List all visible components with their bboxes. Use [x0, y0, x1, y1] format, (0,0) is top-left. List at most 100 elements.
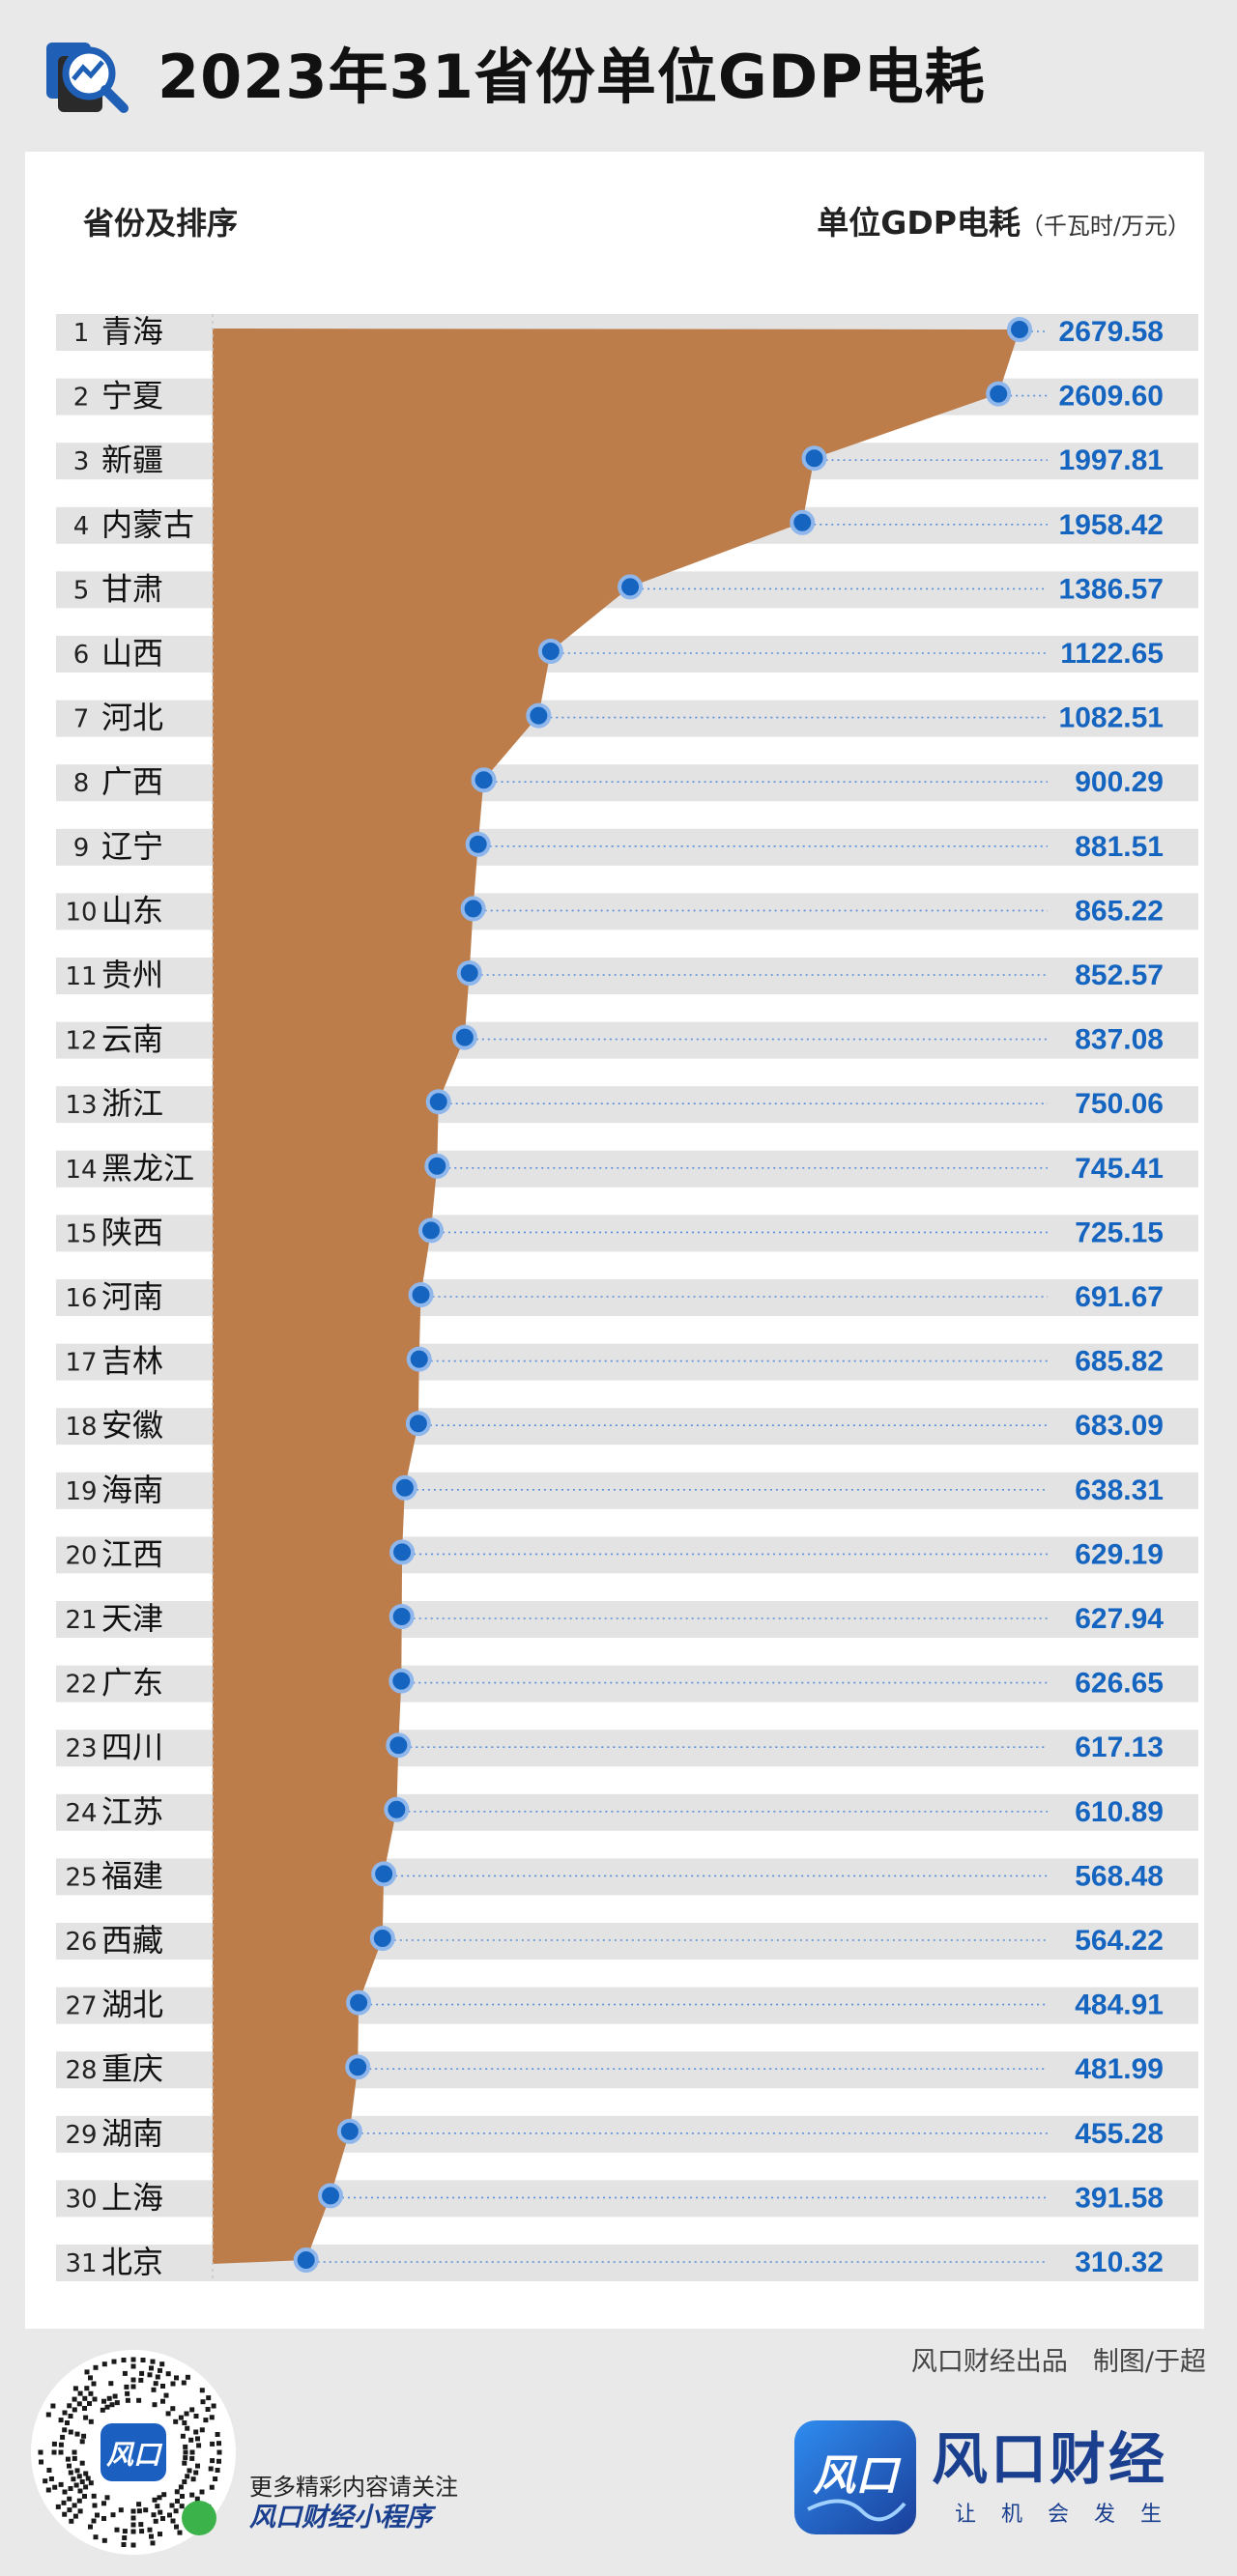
- province-label: 河北: [101, 700, 163, 736]
- qr-dot: [216, 2441, 221, 2447]
- province-label: 山西: [101, 635, 163, 672]
- province-label: 云南: [101, 1021, 163, 1058]
- qr-code: 风口: [31, 2350, 236, 2555]
- qr-dot: [180, 2433, 186, 2439]
- province-label: 广西: [101, 763, 163, 800]
- rank-label: 18: [65, 1413, 97, 1442]
- rank-label: 13: [65, 1091, 97, 1120]
- rank-label: 25: [65, 1863, 97, 1892]
- province-label: 贵州: [101, 957, 163, 993]
- value-label: 627.94: [1075, 1603, 1164, 1635]
- qr-dot: [215, 2468, 220, 2473]
- value-label: 629.19: [1075, 1538, 1164, 1570]
- qr-dot: [122, 2370, 128, 2376]
- qr-dot: [182, 2479, 187, 2484]
- rank-label: 10: [65, 898, 97, 927]
- footer-credit: 风口财经出品 制图/于超: [886, 2340, 1206, 2378]
- qr-dot: [82, 2395, 88, 2401]
- qr-dot: [136, 2508, 142, 2514]
- qr-dot: [67, 2463, 72, 2469]
- qr-dot: [151, 2387, 157, 2392]
- qr-dot: [58, 2418, 64, 2423]
- qr-dot: [213, 2476, 218, 2481]
- qr-dot: [122, 2535, 128, 2540]
- qr-dot: [184, 2411, 189, 2417]
- rank-label: 1: [73, 319, 90, 348]
- value-label: 852.57: [1075, 959, 1164, 991]
- qr-dot: [143, 2507, 149, 2513]
- rank-label: 8: [73, 769, 90, 798]
- value-label: 1082.51: [1059, 702, 1164, 734]
- qr-dot: [149, 2533, 154, 2539]
- data-point: [1007, 317, 1032, 342]
- qr-dot: [193, 2414, 199, 2419]
- qr-dot: [76, 2498, 82, 2504]
- qr-dot: [76, 2401, 82, 2407]
- qr-dot: [124, 2384, 129, 2390]
- value-label: 484.91: [1075, 1989, 1164, 2021]
- qr-dot: [136, 2397, 142, 2403]
- rank-label: 17: [65, 1349, 97, 1378]
- qr-dot: [74, 2468, 80, 2474]
- rank-label: 2: [73, 384, 90, 413]
- qr-dot: [150, 2540, 156, 2546]
- qr-dot: [121, 2542, 127, 2547]
- qr-dot: [121, 2358, 127, 2362]
- qr-dot: [93, 2364, 99, 2370]
- qr-dot: [72, 2503, 77, 2508]
- qr-dot: [46, 2468, 52, 2473]
- qr-dot: [149, 2365, 154, 2371]
- qr-dot: [155, 2504, 160, 2509]
- data-point: [388, 1604, 415, 1629]
- qr-dot: [130, 2542, 136, 2548]
- province-label: 黑龙江: [101, 1150, 194, 1187]
- province-label: 重庆: [101, 2050, 163, 2087]
- qr-dot: [68, 2470, 73, 2476]
- qr-dot: [183, 2449, 188, 2455]
- data-point: [369, 1926, 395, 1951]
- qr-dot: [83, 2484, 89, 2490]
- area-fill: [213, 329, 1020, 2264]
- data-point: [801, 445, 827, 472]
- qr-dot: [61, 2500, 67, 2505]
- qr-dot: [82, 2494, 87, 2499]
- qr-dot: [55, 2504, 61, 2509]
- qr-dot: [101, 2537, 107, 2543]
- qr-dot: [181, 2380, 187, 2386]
- qr-dot: [72, 2407, 77, 2413]
- data-point: [456, 960, 482, 986]
- qr-dot: [101, 2516, 106, 2521]
- qr-dot: [160, 2516, 165, 2521]
- province-label: 宁夏: [101, 378, 163, 415]
- data-point: [345, 2054, 371, 2080]
- rank-label: 22: [65, 1671, 97, 1700]
- data-point: [417, 1217, 444, 1244]
- province-label: 上海: [101, 2179, 163, 2216]
- value-label: 481.99: [1075, 2053, 1164, 2085]
- qr-dot: [65, 2420, 70, 2425]
- rank-label: 5: [73, 576, 90, 605]
- qr-dot: [189, 2449, 195, 2455]
- qr-dot: [92, 2503, 98, 2508]
- qr-dot: [211, 2403, 216, 2409]
- qr-dot: [79, 2479, 85, 2484]
- qr-dot: [216, 2449, 222, 2455]
- qr-dot: [188, 2437, 194, 2443]
- qr-dot: [182, 2420, 187, 2425]
- province-label: 江西: [101, 1535, 163, 1572]
- qr-dot: [125, 2390, 130, 2396]
- qr-dot: [183, 2444, 188, 2449]
- value-label: 310.32: [1075, 2247, 1164, 2278]
- qr-dot: [72, 2449, 77, 2455]
- qr-dot: [67, 2507, 72, 2513]
- data-point: [384, 1796, 410, 1822]
- qr-dot: [84, 2369, 90, 2375]
- rank-label: 7: [73, 705, 90, 734]
- qr-dot: [139, 2529, 145, 2534]
- qr-dot: [101, 2361, 107, 2367]
- qr-dot: [185, 2374, 190, 2380]
- qr-dot: [48, 2476, 54, 2481]
- qr-dot: [170, 2381, 176, 2387]
- qr-dot: [195, 2436, 200, 2442]
- rank-label: 26: [65, 1928, 97, 1957]
